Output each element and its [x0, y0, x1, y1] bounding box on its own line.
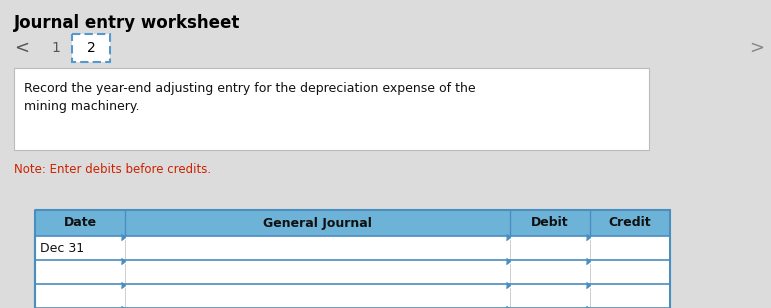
Text: 1: 1	[52, 41, 60, 55]
Bar	[35, 260, 670, 284]
Bar	[35, 284, 670, 308]
Text: mining machinery.: mining machinery.	[24, 100, 140, 113]
Text: General Journal: General Journal	[263, 217, 372, 229]
Text: Debit: Debit	[531, 217, 569, 229]
Text: Date: Date	[63, 217, 96, 229]
Bar	[35, 210, 670, 236]
FancyBboxPatch shape	[14, 68, 649, 150]
FancyBboxPatch shape	[72, 34, 110, 62]
Text: Note: Enter debits before credits.: Note: Enter debits before credits.	[14, 163, 211, 176]
Text: Credit: Credit	[608, 217, 651, 229]
Text: Record the year-end adjusting entry for the depreciation expense of the: Record the year-end adjusting entry for …	[24, 82, 476, 95]
Text: <: <	[14, 39, 29, 57]
Text: Journal entry worksheet: Journal entry worksheet	[14, 14, 241, 32]
Bar	[35, 210, 670, 308]
Text: 2: 2	[86, 41, 96, 55]
Text: >: >	[749, 39, 765, 57]
Bar	[35, 236, 670, 260]
Text: Dec 31: Dec 31	[40, 241, 84, 254]
